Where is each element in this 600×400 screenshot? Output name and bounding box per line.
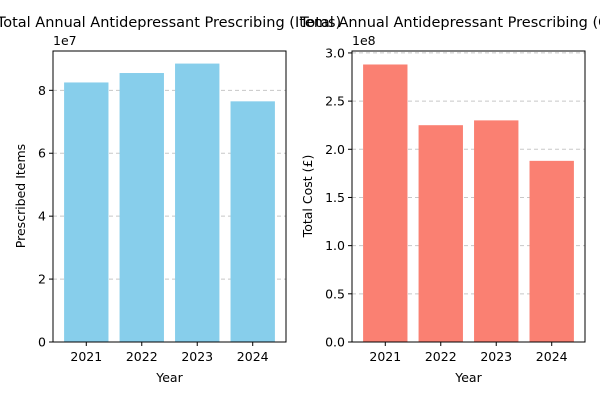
y-tick-label: 6 — [38, 146, 46, 161]
plot-frame — [52, 50, 287, 343]
chart-prescribed-items: Total Annual Antidepressant Prescribing … — [0, 15, 341, 385]
x-tick-label: 2024 — [536, 349, 568, 364]
y-tick-label: 4 — [38, 209, 46, 224]
x-tick-label: 2022 — [126, 349, 158, 364]
x-ticks: 2021 2022 2023 2024 — [369, 342, 568, 364]
y-offset-label: 1e8 — [352, 33, 376, 48]
y-tick-label: 0.0 — [325, 335, 345, 350]
bar-2021 — [64, 82, 109, 342]
bar-2023 — [175, 63, 220, 343]
bar-2022 — [119, 73, 164, 343]
chart-total-cost: Total Annual Antidepressant Prescribing … — [299, 15, 600, 385]
bar-2024 — [529, 160, 574, 342]
x-tick-label: 2023 — [480, 349, 512, 364]
bar-2021 — [363, 64, 408, 343]
bar-2024 — [230, 101, 275, 342]
y-tick-label: 2 — [38, 272, 46, 287]
x-axis-label: Year — [155, 370, 183, 385]
bars — [363, 64, 574, 343]
x-tick-label: 2021 — [70, 349, 102, 364]
y-tick-label: 0.5 — [325, 286, 345, 301]
y-tick-label: 2.5 — [325, 94, 345, 109]
y-tick-label: 1.0 — [325, 238, 345, 253]
y-tick-label: 8 — [38, 83, 46, 98]
y-tick-label: 0 — [38, 335, 46, 350]
x-tick-label: 2022 — [425, 349, 457, 364]
chart-title: Total Annual Antidepressant Prescribing … — [299, 15, 600, 31]
y-axis-label: Total Cost (£) — [300, 155, 315, 239]
x-axis-label: Year — [454, 370, 482, 385]
x-tick-label: 2024 — [237, 349, 269, 364]
y-ticks: 0 2 4 6 8 — [38, 83, 53, 350]
y-tick-label: 1.5 — [325, 190, 345, 205]
y-tick-label: 3.0 — [325, 45, 345, 60]
y-tick-label: 2.0 — [325, 142, 345, 157]
x-tick-label: 2023 — [181, 349, 213, 364]
y-axis-label: Prescribed Items — [13, 144, 28, 248]
x-tick-label: 2021 — [369, 349, 401, 364]
chart-title: Total Annual Antidepressant Prescribing … — [0, 15, 341, 31]
x-ticks: 2021 2022 2023 2024 — [70, 342, 269, 364]
bar-2022 — [418, 125, 463, 342]
plot-frame — [351, 50, 586, 343]
bars — [64, 63, 275, 343]
y-ticks: 0.0 0.5 1.0 1.5 2.0 2.5 3.0 — [325, 45, 352, 350]
y-offset-label: 1e7 — [53, 33, 77, 48]
bar-2023 — [474, 120, 519, 342]
